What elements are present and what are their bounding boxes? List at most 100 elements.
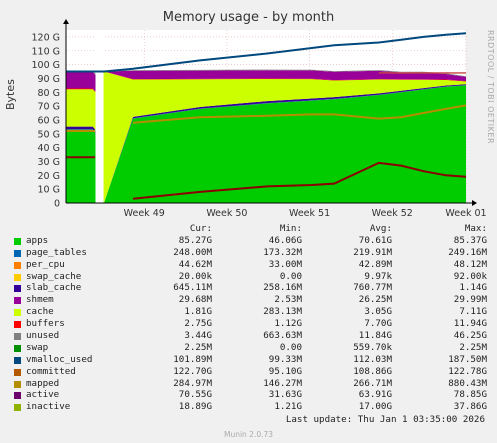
legend-cur-value: 122.70G — [173, 365, 212, 377]
legend-avg-value: 108.86G — [353, 365, 392, 377]
y-tick-label: 0 — [54, 199, 60, 210]
legend-name: apps — [26, 234, 49, 246]
legend-min-value: 146.27M — [263, 377, 302, 389]
legend-row: mapped 284.97M 146.27M 266.71M 880.43M — [12, 378, 492, 390]
legend-swatch — [14, 285, 21, 293]
x-tick-label: Week 51 — [289, 208, 330, 219]
legend-cur-value: 284.97M — [173, 377, 212, 389]
legend-cur-value: 101.89M — [173, 353, 212, 365]
line-inactive — [66, 156, 467, 200]
chart-plot: 0 10 G 20 G 30 G 40 G 50 G 60 G 70 G 80 G 90 G 100… — [31, 19, 487, 219]
legend-min-value: 0.00 — [279, 341, 302, 353]
legend-min-value: 31.63G — [268, 389, 302, 401]
legend-max-value: 85.37G — [453, 234, 487, 246]
legend-swatch — [14, 297, 21, 305]
legend-cur-value: 248.00M — [173, 246, 212, 258]
legend-name: cache — [26, 306, 54, 318]
legend-name: per_cpu — [26, 258, 65, 270]
area-shmem — [66, 70, 466, 92]
legend-max-value: 92.00k — [453, 270, 487, 282]
legend-min-value: 1.21G — [274, 401, 302, 413]
legend-avg-value: 266.71M — [353, 377, 392, 389]
legend-swatch — [14, 273, 21, 281]
y-axis-arrow — [63, 19, 69, 24]
y-tick-label: 50 G — [38, 129, 60, 140]
legend-row: shmem 29.68M 2.53M 26.25M 29.99M — [12, 294, 492, 306]
legend-min-value: 1.12G — [274, 318, 302, 330]
legend-header-cell: Cur: — [189, 223, 212, 234]
y-tick-label: 90 G — [38, 74, 60, 85]
legend-min-value: 0.00 — [279, 270, 302, 282]
legend-row: committed 122.70G 95.10G 108.86G 122.78G — [12, 366, 492, 378]
legend-name: vmalloc_used — [26, 353, 93, 365]
legend-row: buffers 2.75G 1.12G 7.70G 11.94G — [12, 318, 492, 330]
legend-avg-value: 219.91M — [353, 246, 392, 258]
legend-swatch — [14, 249, 21, 257]
legend-row: cache 1.81G 283.13M 3.05G 7.11G — [12, 306, 492, 318]
legend-max-value: 37.86G — [453, 401, 487, 413]
legend-cur-value: 29.68M — [178, 294, 212, 306]
legend-swatch — [14, 356, 21, 364]
legend-row: slab_cache 645.11M 258.16M 760.77M 1.14G — [12, 282, 492, 294]
legend-cur-value: 1.81G — [184, 306, 212, 318]
legend-row: active 70.55G 31.63G 63.91G 78.85G — [12, 389, 492, 401]
rrdtool-watermark: RRDTOOL / TOBI OETIKER — [486, 30, 495, 145]
legend-avg-value: 63.91G — [358, 389, 392, 401]
y-tick-label: 80 G — [38, 88, 60, 99]
legend-avg-value: 11.84G — [358, 330, 392, 342]
legend-min-value: 258.16M — [263, 282, 302, 294]
legend-swatch — [14, 380, 21, 388]
y-tick-label: 100 G — [31, 60, 60, 71]
legend-row: per_cpu 44.62M 33.00M 42.89M 48.12M — [12, 259, 492, 271]
legend-max-value: 29.99M — [453, 294, 487, 306]
legend-max-value: 249.16M — [448, 246, 487, 258]
legend-swatch — [14, 392, 21, 400]
x-tick-label: Week 52 — [372, 208, 413, 219]
legend-max-value: 880.43M — [448, 377, 487, 389]
x-tick-label: Week 01 — [445, 208, 486, 219]
line-active — [66, 104, 467, 132]
y-tick-label: 120 G — [31, 32, 60, 43]
legend-swatch — [14, 309, 21, 317]
legend-name: swap_cache — [26, 270, 82, 282]
area-apps — [66, 85, 466, 203]
legend-cur-value: 3.44G — [184, 330, 212, 342]
data-gap — [95, 30, 104, 203]
legend-header-cell: Avg: — [369, 223, 392, 234]
legend-row: swap_cache 20.00k 0.00 9.97k 92.00k — [12, 271, 492, 283]
legend-avg-value: 3.05G — [364, 306, 392, 318]
legend-header: Cur: Min: Avg: Max: — [12, 223, 492, 235]
legend-avg-value: 26.25M — [358, 294, 392, 306]
legend-min-value: 663.63M — [263, 330, 302, 342]
legend-cur-value: 70.55G — [178, 389, 212, 401]
legend-max-value: 78.85G — [453, 389, 487, 401]
legend-cur-value: 645.11M — [173, 282, 212, 294]
legend-max-value: 7.11G — [459, 306, 487, 318]
y-tick-label: 70 G — [38, 102, 60, 113]
legend-avg-value: 17.00G — [358, 401, 392, 413]
legend-avg-value: 9.97k — [364, 270, 392, 282]
legend-max-value: 187.50M — [448, 353, 487, 365]
legend-avg-value: 760.77M — [353, 282, 392, 294]
y-tick-label: 40 G — [38, 143, 60, 154]
legend-name: swap — [26, 341, 49, 353]
legend-min-value: 33.00M — [268, 258, 302, 270]
legend-table: Cur: Min: Avg: Max: apps 85.27G 46.06G 70.61G 85… — [12, 223, 492, 413]
chart-title: Memory usage - by month — [162, 10, 335, 25]
y-tick-label: 30 G — [38, 157, 60, 168]
legend-min-value: 95.10G — [268, 365, 302, 377]
legend-row: inactive 18.89G 1.21G 17.00G 37.86G — [12, 401, 492, 413]
y-tick-label: 20 G — [38, 171, 60, 182]
legend-avg-value: 112.03M — [353, 353, 392, 365]
legend-row: swap 2.25M 0.00 559.70k 2.25M — [12, 342, 492, 354]
legend-swatch — [14, 261, 21, 269]
legend-swatch — [14, 368, 21, 376]
legend-row: vmalloc_used 101.89M 99.33M 112.03M 187.50M — [12, 354, 492, 366]
munin-version: Munin 2.0.73 — [223, 430, 274, 439]
legend-swatch — [14, 333, 21, 341]
legend-name: committed — [26, 365, 76, 377]
legend-name: active — [26, 389, 60, 401]
legend-min-value: 173.32M — [263, 246, 302, 258]
legend-name: mapped — [26, 377, 60, 389]
